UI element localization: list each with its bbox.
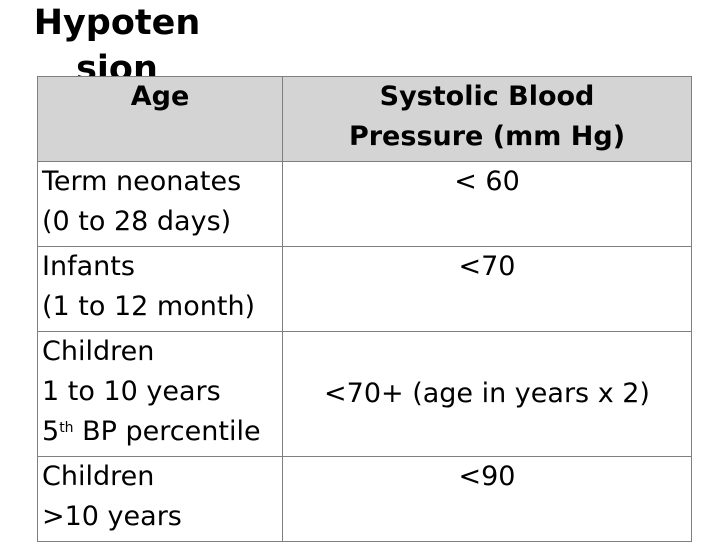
percentile-label: BP percentile <box>73 416 261 447</box>
header-age-label: Age <box>130 81 190 112</box>
table-row: Children 1 to 10 years 5th BP percentile… <box>37 331 692 457</box>
ordinal-suffix: th <box>59 420 74 436</box>
sbp-value-cell: <90 <box>282 456 692 542</box>
age-cell: Children 1 to 10 years 5th BP percentile <box>37 331 283 457</box>
age-line-1: Children <box>42 336 155 367</box>
table-row: Term neonates (0 to 28 days) < 60 <box>37 161 692 247</box>
age-line-1: Infants <box>42 251 135 282</box>
age-line-2: (0 to 28 days) <box>42 206 232 237</box>
percentile-number: 5 <box>42 416 60 447</box>
sbp-value: <70+ (age in years x 2) <box>324 378 650 409</box>
table-header-row: Age Systolic Blood Pressure (mm Hg) <box>37 76 692 162</box>
sbp-value-cell: < 60 <box>282 161 692 247</box>
table-row: Infants (1 to 12 month) <70 <box>37 246 692 332</box>
age-cell: Children >10 years <box>37 456 283 542</box>
header-sbp-line-1: Systolic Blood <box>379 81 595 112</box>
slide-title: Hypoten sion <box>22 0 212 92</box>
age-line-2: >10 years <box>42 501 182 532</box>
hypotension-table: Age Systolic Blood Pressure (mm Hg) Term… <box>37 76 692 542</box>
sbp-value: <90 <box>458 461 516 492</box>
title-line-1: Hypoten <box>33 3 201 43</box>
age-cell: Term neonates (0 to 28 days) <box>37 161 283 247</box>
age-line-2: (1 to 12 month) <box>42 291 256 322</box>
age-line-3: 5th BP percentile <box>42 412 278 452</box>
age-line-1: Children <box>42 461 155 492</box>
sbp-value: <70 <box>458 251 516 282</box>
header-sbp-line-2: Pressure (mm Hg) <box>348 121 626 152</box>
sbp-value-cell: <70 <box>282 246 692 332</box>
sbp-value: < 60 <box>454 166 520 197</box>
age-line-1: Term neonates <box>42 166 242 197</box>
header-age: Age <box>37 76 283 162</box>
sbp-value-cell: <70+ (age in years x 2) <box>282 331 692 457</box>
age-cell: Infants (1 to 12 month) <box>37 246 283 332</box>
table-row: Children >10 years <90 <box>37 456 692 542</box>
header-systolic-bp: Systolic Blood Pressure (mm Hg) <box>282 76 692 162</box>
age-line-2: 1 to 10 years <box>42 376 221 407</box>
